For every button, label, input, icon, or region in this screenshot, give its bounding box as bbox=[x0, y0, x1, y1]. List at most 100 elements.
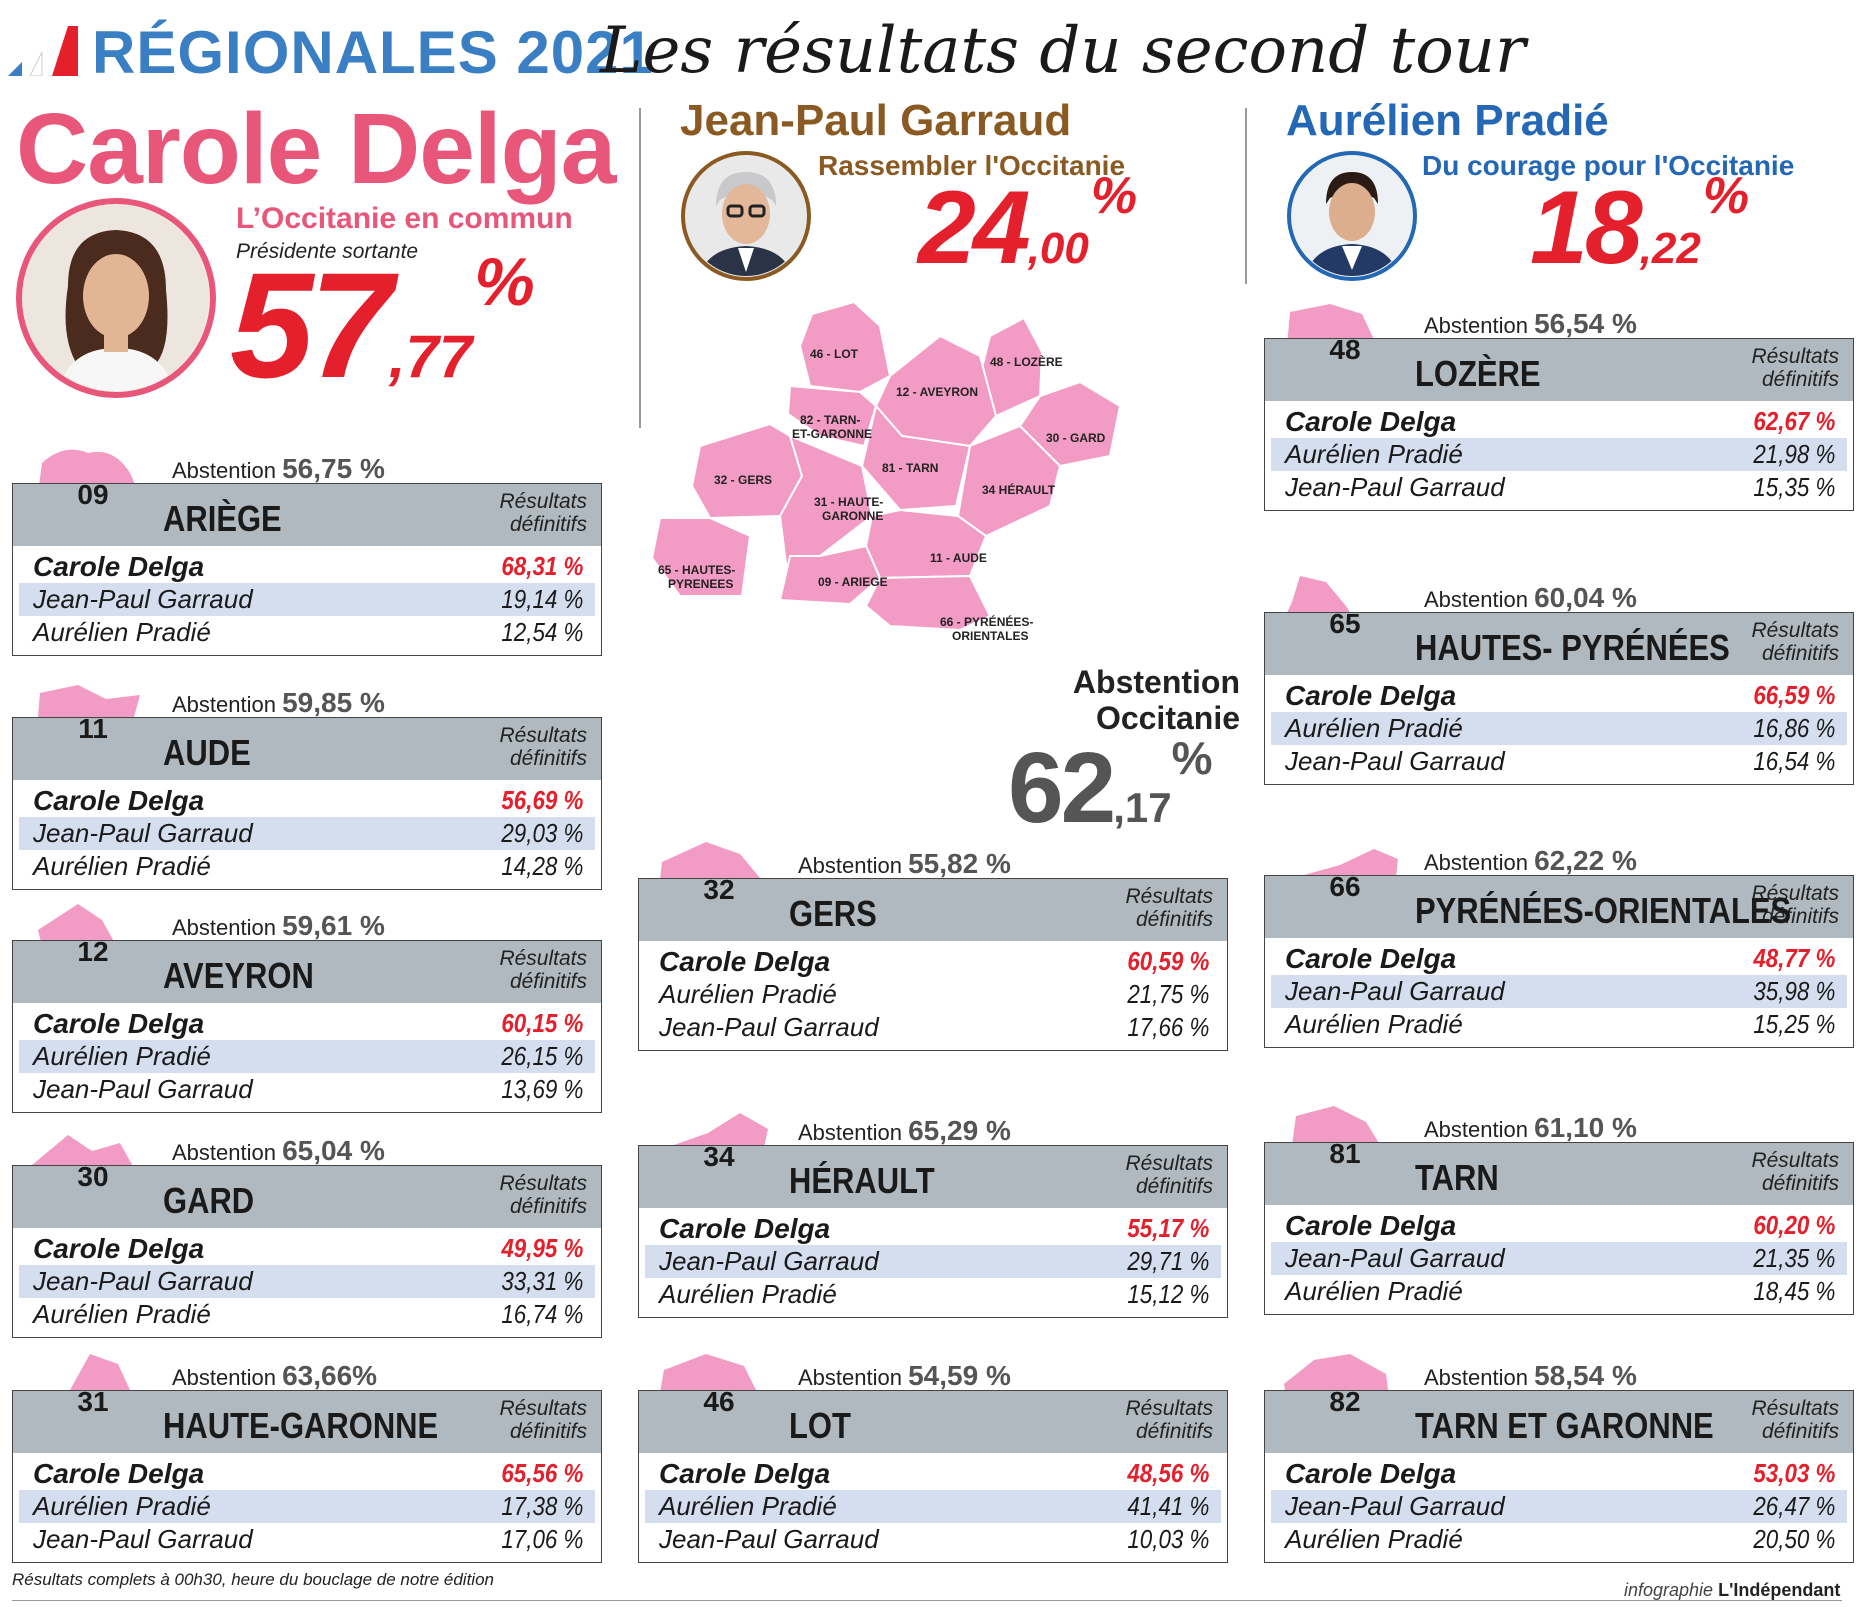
delga-pct-dec: ,77 bbox=[388, 323, 473, 390]
results-label: Résultats définitifs bbox=[499, 724, 587, 770]
credit-brand: L'Indépendant bbox=[1718, 1580, 1841, 1600]
delga-pct-sym: % bbox=[474, 244, 535, 320]
result-row: Jean-Paul Garraud 33,31 % bbox=[19, 1265, 595, 1298]
abstention-line: Abstention 59,85 % bbox=[172, 687, 385, 719]
results-label-line2: définitifs bbox=[509, 513, 587, 536]
garraud-pct-dec: ,00 bbox=[1027, 224, 1089, 273]
dept-name: LOZÈRE bbox=[1415, 353, 1541, 394]
results-rows: Carole Delga 65,56 % Aurélien Pradié 17,38… bbox=[13, 1453, 601, 1562]
results-rows: Carole Delga 48,56 % Aurélien Pradié 41,41… bbox=[639, 1453, 1227, 1562]
dept-header-band: ARIÈGE Résultats définitifs bbox=[13, 484, 601, 546]
occitanie-label-line1: Abstention bbox=[1072, 664, 1240, 700]
abstention-line: Abstention 54,59 % bbox=[798, 1360, 1011, 1392]
results-rows: Carole Delga 60,15 % Aurélien Pradié 26,15… bbox=[13, 1003, 601, 1112]
garraud-name: Jean-Paul Garraud bbox=[680, 96, 1072, 145]
dept-name: HAUTES- PYRÉNÉES bbox=[1415, 627, 1730, 668]
abstention-label: Abstention bbox=[798, 1120, 902, 1145]
delga-percentage: 57,77% bbox=[230, 248, 535, 400]
candidate-name: Jean-Paul Garraud bbox=[659, 1246, 879, 1276]
dept-header-band: TARN ET GARONNE Résultats définitifs bbox=[1265, 1391, 1853, 1453]
map-label-hautes-pyrenees-1: 65 - HAUTES- bbox=[658, 563, 735, 577]
candidate-value: 21,35 % bbox=[1752, 1243, 1835, 1273]
result-row: Aurélien Pradié 18,45 % bbox=[1271, 1275, 1847, 1308]
abstention-label: Abstention bbox=[798, 1365, 902, 1390]
results-label-line1: Résultats bbox=[1125, 1397, 1213, 1420]
result-row: Carole Delga 48,77 % bbox=[1271, 942, 1847, 975]
abstention-label: Abstention bbox=[172, 915, 276, 940]
candidate-name: Jean-Paul Garraud bbox=[1285, 746, 1505, 776]
candidate-name: Jean-Paul Garraud bbox=[33, 1266, 253, 1296]
candidate-value: 15,12 % bbox=[1126, 1279, 1209, 1309]
results-box: AVEYRON Résultats définitifs Carole Delga… bbox=[12, 940, 602, 1113]
result-row: Carole Delga 49,95 % bbox=[19, 1232, 595, 1265]
candidate-name: Aurélien Pradié bbox=[659, 1491, 837, 1521]
page-subtitle: Les résultats du second tour bbox=[600, 14, 1526, 88]
candidate-name: Carole Delga bbox=[1285, 943, 1457, 974]
abstention-value: 58,54 % bbox=[1534, 1360, 1637, 1391]
credit-prefix: infographie bbox=[1624, 1580, 1714, 1600]
pradie-pct-int: 18 bbox=[1530, 170, 1643, 286]
dept-code: 65 bbox=[1329, 608, 1361, 639]
abstention-line: Abstention 61,10 % bbox=[1424, 1112, 1637, 1144]
map-label-haute-garonne-1: 31 - HAUTE- bbox=[814, 495, 883, 509]
result-row: Jean-Paul Garraud 13,69 % bbox=[19, 1073, 595, 1106]
map-dept-hautes-pyrenees bbox=[650, 517, 752, 597]
pradie-list-name: Du courage pour l'Occitanie bbox=[1422, 150, 1795, 181]
map-dept-tarn-et-garonne bbox=[786, 384, 878, 448]
map-dept-lot bbox=[798, 300, 892, 394]
dept-header-band: GERS Résultats définitifs bbox=[639, 879, 1227, 941]
candidate-value: 16,74 % bbox=[500, 1299, 583, 1329]
dept-header-band: AVEYRON Résultats définitifs bbox=[13, 941, 601, 1003]
column-divider bbox=[639, 108, 641, 428]
results-box: HAUTE-GARONNE Résultats définitifs Carole… bbox=[12, 1390, 602, 1563]
candidate-value: 15,25 % bbox=[1752, 1009, 1835, 1039]
candidate-value: 21,75 % bbox=[1126, 979, 1209, 1009]
results-rows: Carole Delga 48,77 % Jean-Paul Garraud 35,… bbox=[1265, 938, 1853, 1047]
result-row: Aurélien Pradié 21,75 % bbox=[645, 978, 1221, 1011]
results-label-line1: Résultats bbox=[1751, 1397, 1839, 1420]
dept-name: GARD bbox=[163, 1180, 255, 1221]
candidate-name: Aurélien Pradié bbox=[33, 851, 211, 881]
result-row: Jean-Paul Garraud 19,14 % bbox=[19, 583, 595, 616]
page-title: RÉGIONALES 2021 bbox=[92, 19, 654, 86]
abstention-line: Abstention 58,54 % bbox=[1424, 1360, 1637, 1392]
dept-code: 31 bbox=[77, 1386, 109, 1417]
dept-header-band: LOZÈRE Résultats définitifs bbox=[1265, 339, 1853, 401]
garraud-percentage: 24,00% bbox=[918, 170, 1137, 280]
abstention-line: Abstention 60,04 % bbox=[1424, 582, 1637, 614]
dept-code: 81 bbox=[1329, 1138, 1361, 1169]
candidate-value: 16,86 % bbox=[1752, 713, 1835, 743]
abstention-value: 56,54 % bbox=[1534, 308, 1637, 339]
abstention-label: Abstention bbox=[1424, 850, 1528, 875]
results-label-line2: définitifs bbox=[1761, 1172, 1839, 1195]
dept-name: AUDE bbox=[163, 732, 251, 773]
dept-name: HÉRAULT bbox=[789, 1160, 935, 1201]
candidate-value: 62,67 % bbox=[1752, 406, 1835, 436]
abstention-line: Abstention 56,75 % bbox=[172, 453, 385, 485]
candidate-name: Jean-Paul Garraud bbox=[659, 1012, 879, 1042]
results-box: TARN Résultats définitifs Carole Delga 60,… bbox=[1264, 1142, 1854, 1315]
delga-list-name: L’Occitanie en commun bbox=[236, 202, 573, 235]
candidate-value: 18,45 % bbox=[1752, 1276, 1835, 1306]
pradie-percentage: 18,22% bbox=[1530, 170, 1749, 280]
results-label-line2: définitifs bbox=[509, 970, 587, 993]
dept-name: TARN ET GARONNE bbox=[1415, 1405, 1714, 1446]
map-label-tarn: 81 - TARN bbox=[882, 461, 938, 475]
candidate-name: Jean-Paul Garraud bbox=[1285, 976, 1505, 1006]
result-row: Aurélien Pradié 15,25 % bbox=[1271, 1008, 1847, 1041]
candidate-value: 55,17 % bbox=[1126, 1213, 1209, 1243]
result-row: Jean-Paul Garraud 26,47 % bbox=[1271, 1490, 1847, 1523]
abstention-line: Abstention 59,61 % bbox=[172, 910, 385, 942]
dept-name: AVEYRON bbox=[163, 955, 314, 996]
map-label-ariege: 09 - ARIEGE bbox=[818, 575, 888, 589]
map-label-haute-garonne-2: GARONNE bbox=[822, 509, 883, 523]
results-label: Résultats définitifs bbox=[1125, 1152, 1213, 1198]
candidate-name: Aurélien Pradié bbox=[1285, 1009, 1463, 1039]
candidate-value: 53,03 % bbox=[1752, 1458, 1835, 1488]
candidate-value: 14,28 % bbox=[500, 851, 583, 881]
results-box: LOZÈRE Résultats définitifs Carole Delga 6… bbox=[1264, 338, 1854, 511]
candidate-name: Jean-Paul Garraud bbox=[33, 1524, 253, 1554]
abstention-value: 59,61 % bbox=[282, 910, 385, 941]
candidate-value: 26,47 % bbox=[1752, 1491, 1835, 1521]
map-dept-gers bbox=[690, 422, 804, 520]
